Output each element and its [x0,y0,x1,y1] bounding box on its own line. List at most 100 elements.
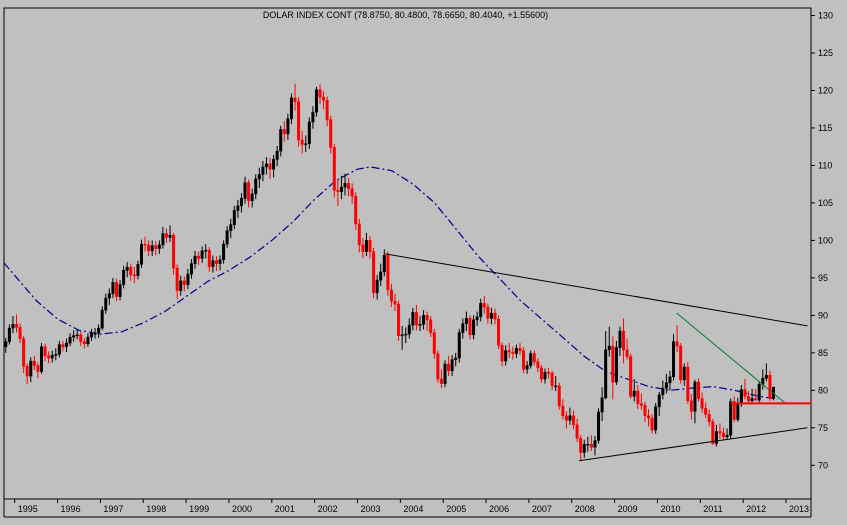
candle-body [32,360,36,366]
candle-body [679,345,683,381]
candle-body [372,251,376,294]
candle-body [54,354,58,356]
candle-body [39,346,43,372]
green-downtrend-line [676,312,787,405]
candle-body [764,375,768,379]
candle-body [75,334,79,337]
candle-body [207,249,211,267]
candle-body [564,415,568,421]
x-tick-label: 2004 [403,504,423,514]
candle-body [64,342,68,348]
candle-body [493,312,497,320]
candle-body [136,264,140,276]
candle-body [125,267,129,271]
candle-body [72,335,76,338]
candle-body [750,398,754,402]
candle-body [707,414,711,423]
x-tick-label: 2002 [318,504,338,514]
candle-body [736,402,740,420]
candle-body [393,300,397,305]
candle-body [457,332,461,359]
candle-body [93,333,97,335]
y-tick-label: 95 [818,273,828,283]
candle-body [293,97,297,102]
y-tick-label: 90 [818,310,828,320]
candle-body [89,333,93,338]
candle-body [157,244,161,249]
candle-body [400,334,404,337]
candle-body [275,150,279,160]
candle-body [429,319,433,333]
candle-body [497,318,501,346]
candle-body [554,385,558,388]
candle-body [607,345,611,351]
candle-body [425,315,429,321]
candle-body [411,312,415,326]
candle-body [739,389,743,404]
candle-body [668,376,672,384]
candle-body [354,195,358,225]
candle-body [414,312,418,326]
x-tick-label: 2007 [532,504,552,514]
candle-body [350,188,354,197]
candle-body [447,363,451,372]
y-tick-label: 125 [818,48,833,58]
candle-body [7,327,11,342]
candle-body [557,385,561,407]
candle-body [264,163,268,168]
candle-body [686,366,690,402]
candle-body [86,336,90,345]
candle-body [14,324,18,328]
candle-body [693,381,697,412]
candle-body [243,182,247,199]
candle-body [714,431,718,444]
candle-body [475,316,479,321]
upper-descending-trendline [385,253,808,327]
candle-body [279,129,283,152]
candle-body [389,289,393,302]
candle-body [307,121,311,144]
candle-body [232,210,236,225]
candle-body [500,345,504,362]
x-tick-label: 2013 [789,504,809,514]
candle-body [522,350,526,370]
candle-body [239,198,243,207]
candle-body [586,444,590,446]
candle-body [650,417,654,431]
candle-body [368,240,372,252]
candle-body [718,431,722,434]
candle-body [382,255,386,273]
candle-body [486,306,490,319]
candle-body [711,421,715,444]
candle-body [236,205,240,211]
candle-body [507,350,511,353]
candle-body [575,424,579,439]
candle-body [386,255,390,291]
candle-body [732,401,736,420]
x-tick-label: 2011 [703,504,722,514]
candle-body [314,89,318,113]
trendlines-layer [385,253,808,462]
candle-body [300,139,304,145]
candle-body [747,396,751,402]
plot-frame [3,7,812,518]
candle-body [639,403,643,406]
candle-body [657,394,661,408]
moving-average-path [3,166,778,400]
candle-body [272,159,276,170]
candle-body [722,432,726,438]
y-tick-label: 105 [818,198,833,208]
candle-body [200,250,204,259]
candle-body [375,279,379,294]
candle-body [257,174,261,180]
candle-body [547,372,551,374]
candle-body [418,324,422,326]
candle-body [604,349,608,399]
candle-body [357,223,361,246]
candle-body [343,183,347,188]
candle-body [543,372,547,380]
y-tick-label: 100 [818,235,833,245]
candle-body [189,263,193,275]
candle-body [161,233,165,246]
candle-body [361,244,365,252]
